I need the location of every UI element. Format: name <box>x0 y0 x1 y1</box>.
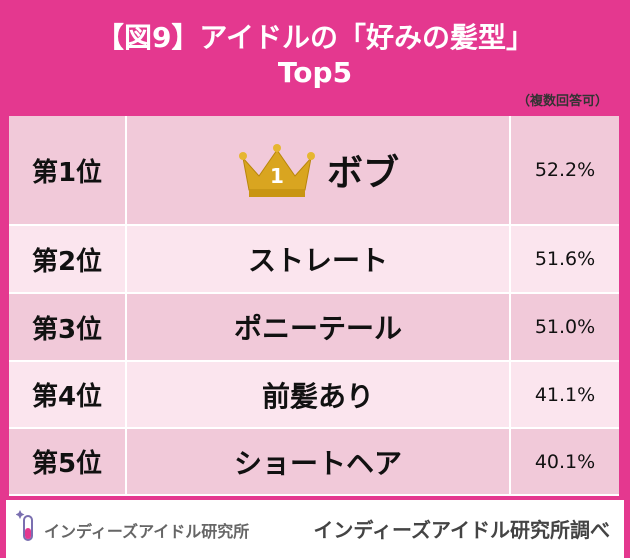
percent-cell: 40.1% <box>511 429 619 494</box>
name-cell: ショートヘア <box>127 429 509 494</box>
table-row: 第5位 ショートヘア 40.1% <box>9 429 619 496</box>
source: インディーズアイドル研究所調べ <box>313 518 610 542</box>
percent-cell: 41.1% <box>511 362 619 427</box>
ranking-table: 第1位 1 ボブ 52.2% 第2位 ストレート 51.6% 第3位 ポニーテール 51.0% 第4… <box>9 116 619 496</box>
percent-cell: 52.2% <box>511 116 619 224</box>
crown: 1 <box>237 140 317 200</box>
rank-cell: 第2位 <box>9 226 125 292</box>
table-row: 第2位 ストレート 51.6% <box>9 226 619 294</box>
rank-cell: 第3位 <box>9 294 125 360</box>
table-row: 第3位 ポニーテール 51.0% <box>9 294 619 362</box>
name-text: ボブ <box>326 153 399 194</box>
logo-icon <box>16 510 33 541</box>
name-cell: ポニーテール <box>127 294 509 360</box>
footer: インディーズアイドル研究所 インディーズアイドル研究所調べ <box>0 500 630 558</box>
percent-cell: 51.0% <box>511 294 619 360</box>
title: 【図9】アイドルの「好みの髪型」 <box>95 21 535 54</box>
note: （複数回答可） <box>516 94 608 109</box>
percent-cell: 51.6% <box>511 226 619 292</box>
name-cell: 前髪あり <box>127 362 509 427</box>
rank-cell: 第4位 <box>9 362 125 427</box>
subtitle: Top5 <box>277 56 353 89</box>
logo-text: インディーズアイドル研究所 <box>44 522 250 541</box>
name-cell: ストレート <box>127 226 509 292</box>
table-row: 第1位 1 ボブ 52.2% <box>9 116 619 226</box>
header: 【図9】アイドルの「好みの髪型」 Top5 （複数回答可） <box>0 0 630 115</box>
name-cell: 1 ボブ <box>127 116 509 224</box>
rank-cell: 第1位 <box>9 116 125 224</box>
crown-label: 1 <box>270 164 284 188</box>
rank-cell: 第5位 <box>9 429 125 494</box>
table-row: 第4位 前髪あり 41.1% <box>9 362 619 429</box>
name-text: 前髪あり <box>261 379 374 413</box>
name-text: ポニーテール <box>233 312 402 345</box>
name-text: ショートヘア <box>233 446 402 480</box>
crown-icon <box>238 144 315 197</box>
name-text: ストレート <box>247 244 388 277</box>
